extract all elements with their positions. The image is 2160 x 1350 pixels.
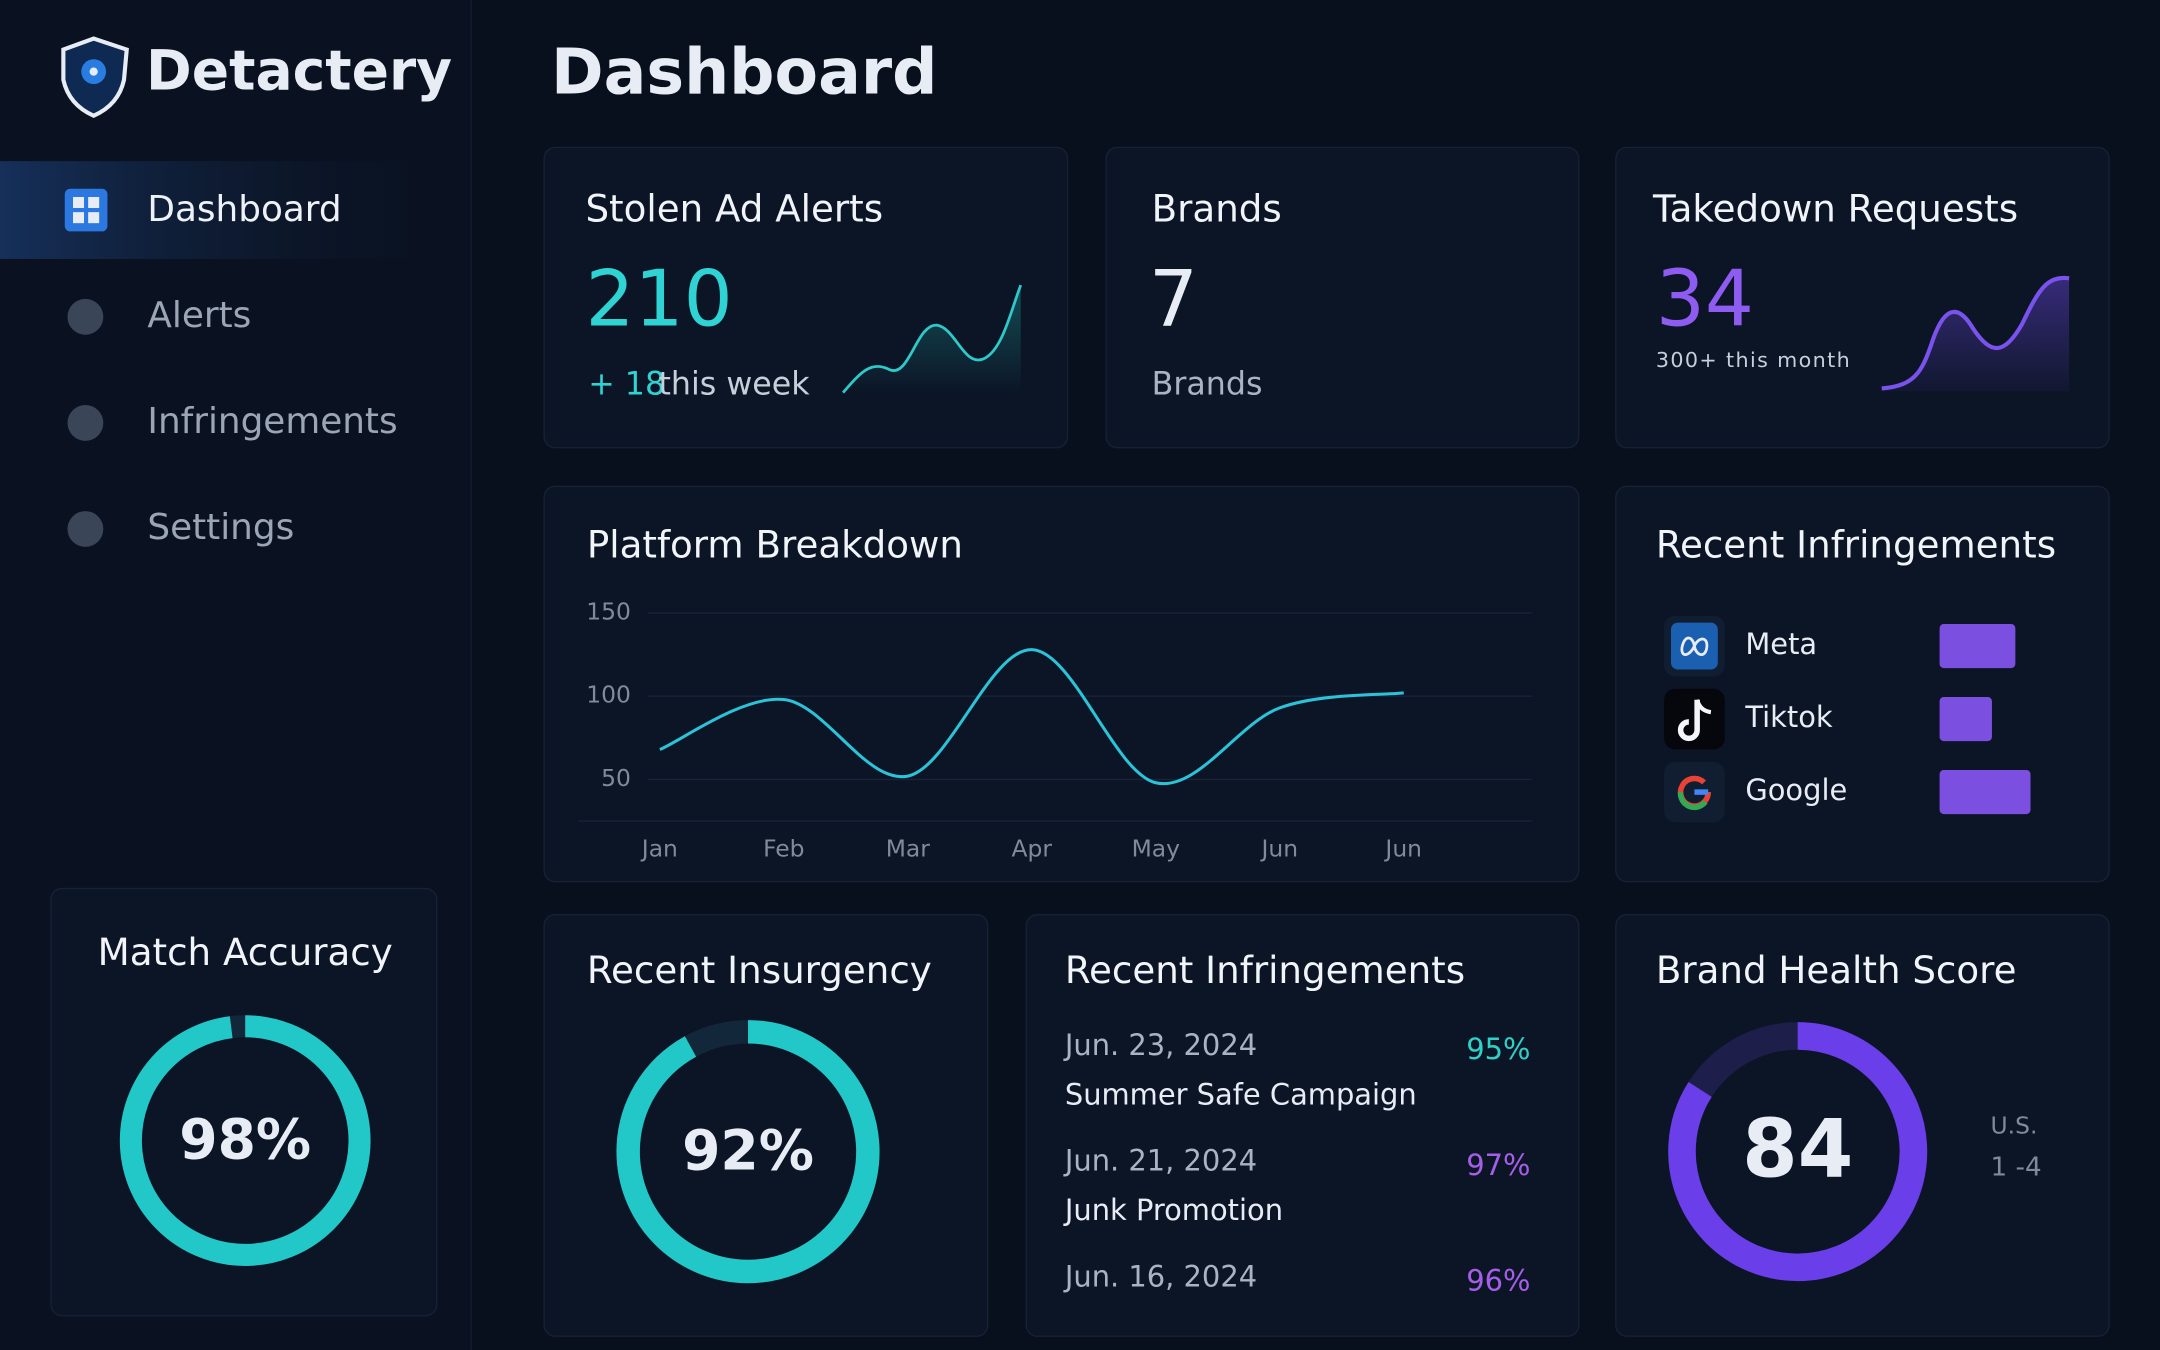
- card-title: Brand Health Score: [1656, 948, 2017, 992]
- infringement-list: Jun. 23, 2024 95% Summer Safe Campaign Jun.…: [1063, 1028, 1531, 1298]
- sparkline-area: [843, 285, 1021, 393]
- sparkline: [1881, 275, 2070, 391]
- nav-item[interactable]: Settings: [67, 507, 295, 548]
- nav-icon-cell: [73, 196, 85, 209]
- stat-note: Brands: [1152, 367, 1263, 403]
- line-chart: 50 100 150 Jan Feb Mar Apr May Jun Jun: [578, 598, 1532, 862]
- nav-icon-cell: [88, 212, 100, 224]
- list-score: 95%: [1466, 1032, 1530, 1066]
- line-series: [659, 648, 1404, 786]
- nav-icon: [67, 405, 104, 441]
- x-tick-label: Jan: [640, 834, 678, 862]
- card-title: Recent Infringements: [1656, 522, 2056, 566]
- card-title: Brands: [1152, 186, 1282, 230]
- nav-label: Settings: [147, 507, 294, 548]
- meta-icon: [1664, 615, 1725, 677]
- nav-item[interactable]: Dashboard: [0, 161, 472, 259]
- gauge-label: 92%: [682, 1119, 814, 1183]
- nav-icon: [67, 511, 104, 547]
- bar: [1939, 697, 1992, 742]
- list-score: 96%: [1466, 1264, 1530, 1298]
- y-tick-label: 150: [586, 598, 631, 626]
- stat-value: 34: [1656, 254, 1754, 344]
- gauge-arc: [1668, 1022, 1928, 1282]
- stat-note: 300+ this month: [1656, 348, 1851, 372]
- stat-value: 210: [585, 254, 732, 344]
- x-tick-label: May: [1132, 834, 1181, 862]
- gauge-arc: [119, 1015, 371, 1266]
- google-icon: [1664, 761, 1725, 823]
- x-tick-label: Mar: [886, 834, 931, 862]
- stat-delta: + 18: [588, 367, 665, 403]
- list-date: Jun. 21, 2024: [1063, 1144, 1257, 1178]
- gauge-label: 84: [1742, 1102, 1853, 1195]
- gauge-arc: [616, 1020, 880, 1284]
- list-date: Jun. 16, 2024: [1063, 1259, 1257, 1293]
- nav-label: Infringements: [147, 401, 397, 442]
- region: U.S.: [1991, 1111, 2038, 1139]
- nav-icon-cell: [88, 196, 100, 209]
- brand-name: Detactery: [146, 39, 452, 103]
- bar: [1939, 770, 2031, 815]
- card-title: Recent Infringements: [1065, 948, 1465, 992]
- navigation: Dashboard Alerts Infringements Settings: [0, 161, 472, 548]
- nav-icon-cell: [73, 212, 85, 224]
- range-note: 1 -4: [1991, 1153, 2042, 1183]
- bar-chart: Meta Tiktok Google: [1744, 624, 2031, 815]
- stat-value: 7: [1149, 254, 1198, 344]
- stat-note: this week: [658, 367, 810, 403]
- nav-icon: [64, 188, 108, 232]
- chart-card: [543, 485, 1580, 883]
- platform-name: Tiktok: [1744, 700, 1833, 734]
- x-tick-label: Jun: [1383, 834, 1422, 862]
- x-tick-label: Feb: [763, 834, 804, 862]
- chart-title: Platform Breakdown: [587, 522, 963, 566]
- card-title: Takedown Requests: [1652, 186, 2018, 230]
- page-title: Dashboard: [551, 34, 937, 108]
- health-card: [1615, 914, 2110, 1337]
- y-tick-label: 100: [586, 681, 631, 709]
- nav-label: Dashboard: [147, 189, 341, 230]
- nav-item[interactable]: Alerts: [67, 295, 252, 336]
- stat-card: [1105, 146, 1580, 449]
- list-score: 97%: [1466, 1148, 1530, 1182]
- gauge-label: 98%: [179, 1107, 311, 1171]
- list-card: [1025, 914, 1580, 1337]
- list-name: Summer Safe Campaign: [1065, 1078, 1417, 1112]
- list-date: Jun. 23, 2024: [1063, 1028, 1257, 1062]
- card-title: Recent Insurgency: [587, 948, 932, 992]
- nav-label: Alerts: [147, 295, 251, 336]
- platform-name: Meta: [1745, 627, 1817, 661]
- platform-name: Google: [1745, 773, 1847, 807]
- tiktok-icon: [1664, 688, 1725, 750]
- nav-item[interactable]: Infringements: [67, 401, 398, 442]
- y-tick-label: 50: [601, 764, 631, 792]
- sparkline: [842, 284, 1023, 394]
- nav-icon: [67, 298, 104, 335]
- gauges: 98% 92% 84: [119, 1015, 1928, 1284]
- logo-icon: [61, 36, 129, 118]
- list-name: Junk Promotion: [1063, 1193, 1283, 1227]
- bar: [1939, 624, 2016, 669]
- card-title: Stolen Ad Alerts: [585, 186, 883, 230]
- x-tick-label: Jun: [1259, 834, 1298, 862]
- x-tick-label: Apr: [1012, 834, 1053, 862]
- card-title: Match Accuracy: [98, 930, 393, 974]
